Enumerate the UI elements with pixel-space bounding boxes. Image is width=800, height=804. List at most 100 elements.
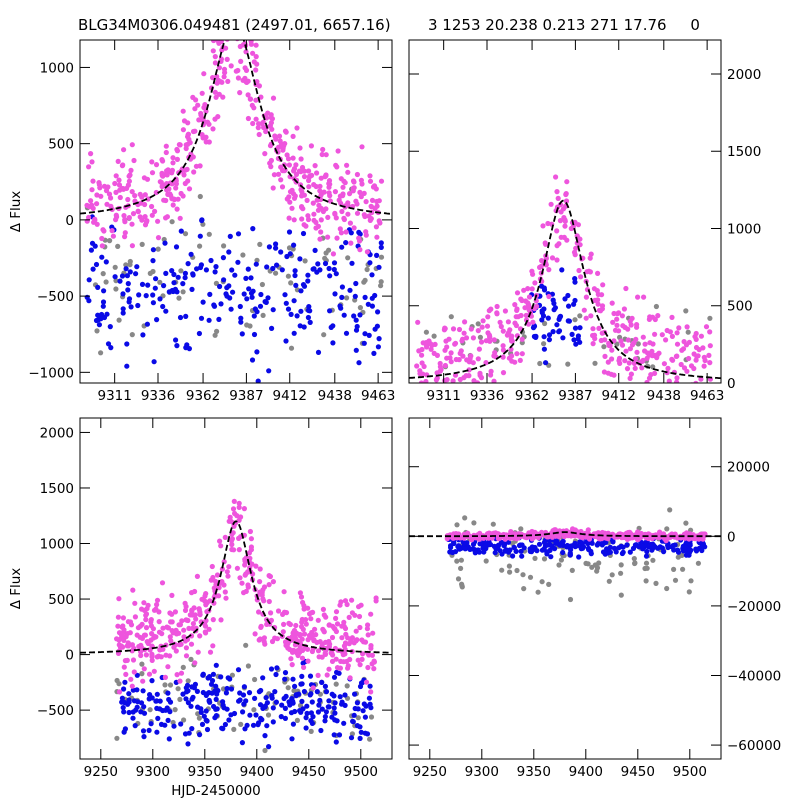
blue-point (189, 726, 195, 732)
blue-point (322, 683, 328, 690)
blue-point (675, 547, 681, 553)
pink-point (271, 172, 277, 178)
pink-point (376, 198, 382, 204)
blue-point (227, 233, 233, 239)
blue-point (307, 319, 313, 325)
pink-point (186, 186, 193, 192)
blue-point (203, 708, 209, 714)
pink-point (292, 193, 298, 199)
gray-point (558, 557, 565, 563)
pink-point (514, 307, 520, 313)
blue-point (497, 548, 503, 554)
gray-point (115, 243, 121, 249)
gray-point (618, 592, 624, 598)
gray-point (631, 556, 637, 562)
pink-point (519, 351, 525, 357)
pink-point (251, 105, 257, 111)
pink-point (308, 616, 314, 622)
pink-point (494, 303, 500, 310)
blue-point (348, 735, 355, 741)
pink-point (149, 212, 155, 218)
pink-point (555, 195, 561, 201)
pink-point (647, 314, 653, 320)
blue-point (298, 681, 304, 687)
blue-point (357, 231, 363, 237)
pink-point (515, 314, 521, 320)
blue-point (185, 700, 191, 706)
pink-point (333, 615, 339, 622)
pink-point (491, 353, 497, 359)
pink-point (276, 133, 283, 139)
blue-point (322, 718, 328, 724)
blue-point (100, 303, 106, 309)
pink-point (526, 307, 532, 313)
pink-point (491, 337, 497, 343)
pink-point (139, 217, 145, 223)
pink-point (92, 216, 98, 222)
blue-point (268, 666, 275, 672)
blue-point (550, 329, 556, 335)
pink-point (210, 126, 216, 132)
gray-point (273, 270, 279, 276)
pink-point (663, 538, 669, 544)
pink-point (224, 56, 230, 63)
blue-point (307, 673, 314, 679)
blue-point (188, 703, 194, 709)
pink-point (514, 290, 521, 296)
x-tick-label: 9450 (621, 764, 655, 780)
blue-point (264, 264, 270, 270)
blue-point (353, 317, 359, 323)
pink-point (168, 638, 174, 644)
pink-point (641, 294, 647, 300)
pink-point (281, 621, 287, 628)
blue-point (548, 554, 554, 560)
pink-point (674, 341, 681, 347)
pink-point (538, 263, 544, 269)
pink-point (371, 666, 377, 672)
pink-point (341, 623, 347, 629)
gray-point (176, 295, 182, 301)
pink-point (618, 338, 624, 344)
pink-point (129, 221, 135, 227)
pink-point (212, 54, 218, 60)
blue-point (212, 269, 218, 275)
pink-point (587, 255, 593, 261)
blue-point (557, 314, 563, 320)
x-tick-label: 9336 (141, 388, 175, 404)
blue-point (154, 691, 160, 697)
pink-point (434, 352, 440, 358)
gray-point (643, 578, 649, 584)
gray-point (458, 557, 464, 563)
pink-point (210, 617, 216, 623)
pink-point (142, 201, 148, 208)
blue-point (572, 325, 579, 331)
blue-point (551, 300, 557, 306)
blue-point (372, 292, 378, 299)
blue-point (339, 284, 345, 290)
pink-point (170, 629, 177, 635)
gray-point (247, 323, 253, 329)
gray-point (254, 257, 260, 263)
pink-point (349, 597, 355, 603)
blue-point (361, 701, 367, 707)
pink-point (257, 579, 263, 585)
blue-point (126, 691, 132, 697)
blue-point (140, 688, 146, 694)
pink-point (338, 176, 344, 182)
pink-point (236, 547, 242, 553)
pink-point (267, 573, 273, 580)
pink-point (552, 527, 558, 533)
pink-point (332, 189, 338, 195)
pink-point (654, 352, 661, 358)
blue-point (559, 267, 565, 273)
pink-point (228, 538, 235, 544)
pink-point (599, 330, 605, 336)
gray-point (455, 576, 462, 582)
blue-point (210, 671, 216, 677)
pink-point (450, 378, 456, 383)
pink-point (626, 360, 632, 366)
pink-point (334, 235, 340, 241)
blue-point (301, 688, 307, 695)
blue-point (228, 306, 234, 312)
y-tick-label: −500 (37, 289, 74, 305)
